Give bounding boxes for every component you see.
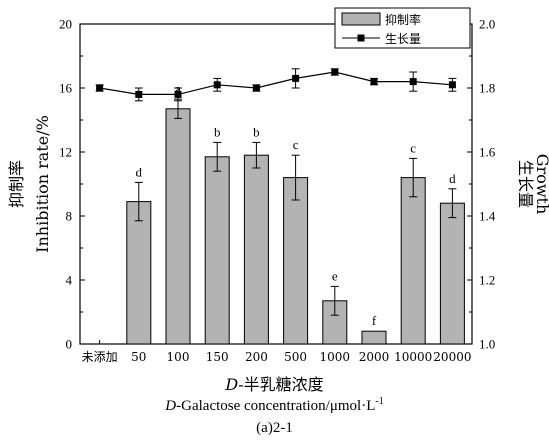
bar [283, 177, 309, 345]
bar [361, 330, 387, 345]
right-tick-label: 1.0 [479, 337, 495, 352]
legend-bar-swatch [341, 12, 381, 26]
right-axis-label-en: Growth [533, 154, 549, 215]
legend-line-marker [357, 34, 365, 42]
left-tick-label: 16 [59, 81, 73, 96]
left-axis-label: 抑制率 Inhibition rate/% [7, 115, 52, 253]
x-axis-label-en-exponent: -1 [375, 396, 384, 407]
significance-label: b [253, 124, 260, 139]
significance-label: c [410, 140, 416, 155]
right-axis-label: 生长量 Growth [516, 154, 549, 215]
bar [243, 154, 269, 345]
data-point [409, 78, 417, 86]
bar [400, 177, 426, 345]
significance-label: c [293, 137, 299, 152]
left-tick-label: 0 [66, 337, 73, 352]
x-tick-label: 2000 [359, 350, 390, 364]
data-point [370, 78, 378, 86]
right-tick-label: 1.4 [479, 209, 496, 224]
x-axis-label-en-prefix: D [165, 398, 177, 414]
x-tick-label: 150 [206, 350, 229, 364]
data-point [448, 81, 456, 89]
left-tick-label: 12 [59, 145, 72, 160]
legend-bar-label: 抑制率 [385, 12, 421, 27]
right-tick-label: 2.0 [479, 17, 495, 32]
x-axis-label-cn-text: -半乳糖浓度 [238, 375, 324, 394]
bar [126, 201, 152, 345]
x-tick-label: 20000 [433, 350, 471, 364]
right-tick-label: 1.8 [479, 81, 495, 96]
data-point [331, 68, 339, 76]
x-tick-label: 10000 [394, 350, 432, 364]
x-tick-label: 100 [167, 350, 190, 364]
x-tick-label: 1000 [320, 350, 351, 364]
x-axis-label-cn-prefix: D [225, 375, 239, 394]
significance-label: d [136, 164, 143, 179]
left-tick-label: 8 [66, 209, 73, 224]
x-tick-label: 200 [245, 350, 268, 364]
panel-label: (a)2-1 [256, 420, 293, 436]
left-axis-label-cn: 抑制率 [7, 160, 26, 208]
significance-label: e [332, 268, 338, 283]
significance-label: f [372, 313, 377, 328]
left-axis-label-en: Inhibition rate/% [33, 115, 52, 253]
growth-line [99, 71, 453, 96]
left-tick-label: 20 [59, 17, 72, 32]
left-tick-label: 4 [66, 273, 73, 288]
x-tick-label: 50 [131, 350, 146, 364]
bar [165, 108, 191, 345]
bar [439, 202, 465, 345]
x-axis-label-en: D-Galactose concentration/μmol·L-1 [0, 396, 549, 415]
x-axis-label-en-text: -Galactose concentration/μmol·L [176, 398, 376, 414]
right-axis-label-cn: 生长量 [516, 160, 535, 208]
x-axis-label-cn: D-半乳糖浓度 [0, 371, 549, 395]
right-tick-label: 1.2 [479, 273, 495, 288]
data-point [174, 90, 182, 98]
data-point [96, 84, 104, 92]
significance-label: b [214, 124, 221, 139]
x-tick-label: 未添加 [82, 350, 118, 364]
data-point [252, 84, 260, 92]
data-point [135, 90, 143, 98]
bar [204, 156, 230, 345]
data-point [213, 81, 221, 89]
x-tick-label: 500 [284, 350, 307, 364]
significance-label: d [449, 171, 456, 186]
plot-area: 0 4 8 12 16 20 1.0 1.2 1.4 1.6 1.8 2.0 未添加 50 100 150 20… [59, 17, 496, 365]
right-tick-label: 1.6 [479, 145, 496, 160]
legend-line-label: 生长量 [385, 32, 421, 46]
data-point [292, 74, 300, 82]
